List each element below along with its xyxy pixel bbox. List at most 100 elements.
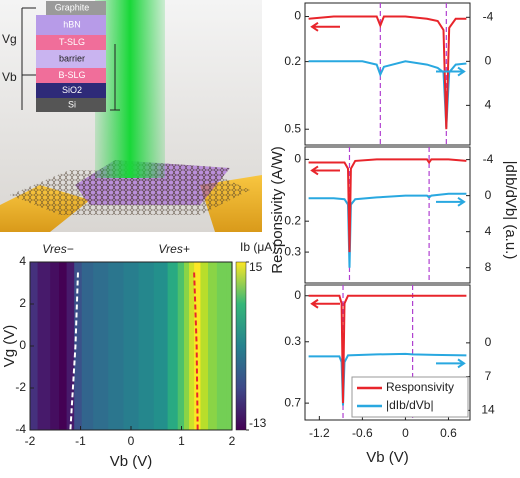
series-line [308,192,467,268]
heat-strip [208,262,218,430]
layer-label: T-SLG [59,37,85,47]
y-tick-label: 4 [19,254,26,268]
y2-axis-title: |dIb/dVb| (a.u.) [502,161,519,260]
voltage-label: Vg [2,32,17,46]
arrow [436,66,466,77]
heat-strip [37,262,51,430]
heat-strip [216,262,228,430]
resonance-line [193,272,199,431]
layer [36,35,106,50]
y-tick-label: 0.3 [284,244,301,258]
layer [36,68,106,83]
heat-strip [59,262,68,430]
x-tick-label: 2 [229,434,236,448]
layer [46,1,106,15]
y2-tick-label: -4 [483,152,494,166]
panel-frame [304,146,471,284]
arrow [310,21,340,32]
series-line [308,60,467,128]
spectra: 0 0.2 0.5 -4 0 4 0 0.2 0.3 -4 0 4 8 0 0.3 0.7 0 7 14 -1.2 -0… [269,2,519,466]
heat-strip [108,262,125,430]
heat-strip [153,262,169,430]
y2-tick-label: 8 [485,260,492,274]
x-tick-label: 0.6 [440,426,457,440]
y2-tick-label: 14 [481,403,495,417]
y-tick-label: 0 [294,152,301,166]
layer-label: SiO2 [62,85,82,95]
arrow [310,298,340,309]
heat-strip [30,262,39,430]
y-tick-label: 0.7 [284,395,301,409]
y-tick-label: -4 [15,422,26,436]
layer-label: B-SLG [58,70,85,80]
y2-tick-label: -4 [483,9,494,23]
y-tick-label: 0 [294,9,301,23]
legend-label: Responsivity [386,380,454,394]
legend-box [351,376,469,418]
colorbar-tick-label: -13 [249,416,267,430]
heat-strip [74,262,83,430]
layer [36,15,106,35]
heat-strip [81,262,94,430]
arrow [436,197,466,207]
y-tick-label: -2 [15,380,26,394]
schematic: Graphite hBN T-SLG barrier B-SLG SiO2 Si Vg Vb [0,0,262,232]
colorbar-label: Ib (μA) [240,240,276,254]
heat-strip [184,262,190,430]
layer [36,50,106,68]
x-tick-label: -1 [75,434,86,448]
y-tick-label: 0.2 [284,213,301,227]
legend-label: |dIb/dVb| [386,398,434,412]
y2-tick-label: 7 [485,369,492,383]
y-tick-label: 0 [294,288,301,302]
annotation: Vres+ [158,242,189,256]
heat-strip [123,262,140,430]
colorbar-tick-label: 15 [249,260,263,274]
layer-label: hBN [63,19,81,29]
heat-strip [66,262,75,430]
laser-beam [95,0,165,178]
x-tick-label: -2 [25,434,36,448]
heat-strip [93,262,109,430]
y-tick-label: 0.3 [284,334,301,348]
layer-stack: Graphite hBN T-SLG barrier B-SLG SiO2 Si [36,1,106,112]
x-tick-label: -1.2 [309,426,330,440]
arrow [436,358,466,369]
series-line [308,352,467,406]
layer-label: Graphite [55,2,90,12]
series-line [308,294,467,404]
heat-strip [177,262,185,430]
series-line [308,15,467,130]
y-axis-title: Responsivity (A/W) [269,146,286,274]
x-tick-label: 0 [128,434,135,448]
y2-tick-label: 4 [485,98,492,112]
x-tick-label: -0.6 [352,426,373,440]
heat-strip [200,262,209,430]
layer [36,98,106,112]
colorbar [235,261,247,431]
resonance-line [69,272,79,431]
heat-strip [226,262,233,430]
arrow [310,165,340,176]
annotation: Vres− [42,242,73,256]
y-tick-label: 2 [19,296,26,310]
series-line [308,158,467,253]
x-tick-label: 1 [178,434,185,448]
y2-tick-label: 4 [485,224,492,238]
heat-strip [138,262,155,430]
y2-tick-label: 0 [485,335,492,349]
y2-tick-label: 0 [485,188,492,202]
y-tick-label: 0.5 [284,121,301,135]
x-axis-title: Vb (V) [110,453,153,470]
layer [36,83,106,98]
layer-label: Si [68,99,76,109]
y2-tick-label: 0 [485,54,492,68]
y-tick-label: 0 [19,338,26,352]
layer-label: barrier [59,53,85,63]
x-tick-label: 0 [402,426,409,440]
y-tick-label: 0.2 [284,54,301,68]
x-axis-title: Vb (V) [366,449,409,466]
heat-strip [50,262,60,430]
voltage-label: Vb [2,70,17,84]
